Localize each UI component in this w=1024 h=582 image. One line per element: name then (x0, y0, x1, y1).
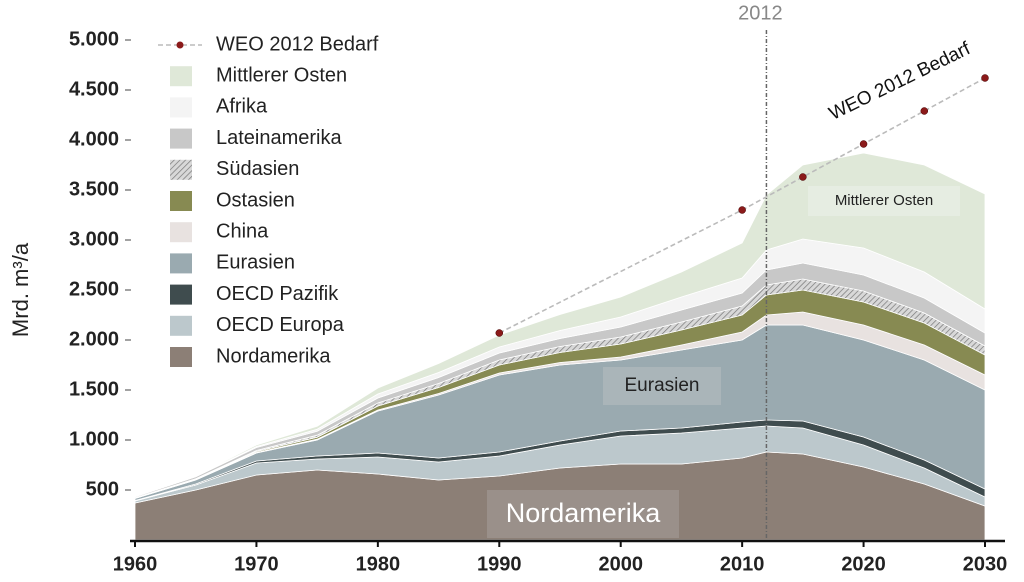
y-tick-label: 5.000 (69, 28, 119, 50)
x-tick-label: 1990 (477, 553, 522, 575)
legend-label: WEO 2012 Bedarf (216, 33, 379, 55)
legend-label: China (216, 220, 269, 242)
area (134, 152, 986, 498)
x-tick-label: 2020 (841, 553, 886, 575)
demand-point (738, 206, 746, 214)
legend-label: Nordamerika (216, 345, 331, 367)
demand-point (799, 173, 807, 181)
legend-swatch (176, 41, 184, 49)
demand-point (495, 329, 504, 337)
x-tick-label: 2010 (720, 553, 765, 575)
demand-point (920, 107, 929, 115)
x-tick-label: 1980 (356, 553, 401, 575)
demand-line (498, 77, 986, 334)
legend-swatch (170, 222, 192, 243)
legend-label: Afrika (216, 96, 268, 118)
legend-swatch (170, 128, 192, 149)
legend-swatch (170, 347, 192, 367)
legend-label: Eurasien (216, 252, 295, 274)
y-tick-label: 4.500 (69, 78, 119, 100)
marker-line-label: 2012 (738, 2, 783, 24)
y-tick-label: 1.000 (69, 428, 119, 450)
annotation: Nordamerika (506, 498, 662, 528)
legend-label: Lateinamerika (216, 127, 343, 149)
y-tick-label: 3.500 (69, 178, 119, 200)
demand-point (981, 74, 989, 82)
annotation: Mittlerer Osten (835, 192, 933, 209)
legend-label: Südasien (216, 158, 299, 180)
y-axis-label: Mrd. m³/a (8, 242, 33, 337)
demand-point (859, 140, 868, 148)
legend-label: Ostasien (216, 189, 295, 211)
x-tick-label: 1970 (234, 553, 279, 575)
legend-swatch (170, 191, 192, 211)
annotation-box (603, 367, 721, 405)
legend-swatch (170, 66, 192, 87)
legend-swatch (170, 97, 192, 118)
y-tick-label: 500 (86, 478, 119, 500)
x-tick-label: 1960 (113, 553, 158, 575)
annotation-box (487, 490, 679, 538)
y-tick-label: 1.500 (69, 378, 119, 400)
y-tick-label: 4.000 (69, 128, 119, 150)
legend-swatch (170, 315, 192, 336)
x-tick-label: 2030 (963, 553, 1008, 575)
y-tick-label: 2.000 (69, 328, 119, 350)
annotation-box (808, 186, 960, 216)
legend-label: Mittlerer Osten (216, 64, 347, 86)
legend-label: OECD Europa (216, 314, 345, 336)
y-tick-label: 2.500 (69, 278, 119, 300)
legend-swatch (170, 253, 192, 274)
y-tick-label: 3.000 (69, 228, 119, 250)
annotation: Eurasien (625, 375, 700, 396)
legend-swatch (170, 284, 192, 305)
legend-swatch (170, 159, 192, 180)
legend-label: OECD Pazifik (216, 283, 339, 305)
annotation: WEO 2012 Bedarf (826, 38, 974, 125)
x-tick-label: 2000 (598, 553, 643, 575)
